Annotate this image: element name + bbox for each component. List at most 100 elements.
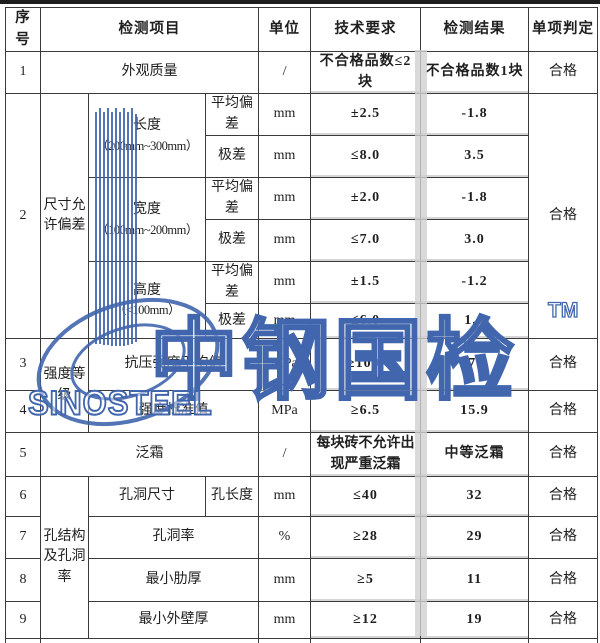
header-requirement: 技术要求 — [310, 7, 422, 52]
result-cell: 3.0 — [420, 219, 530, 262]
table-row: 8 最小肋厚 mm ≥5 11 合格 — [5, 558, 599, 602]
serial-cell: 9 — [5, 601, 41, 639]
table-row: 6 孔结构及孔洞率 孔洞尺寸 孔长度 mm ≤40 32 合格 — [5, 476, 599, 639]
requirement-cell: ≤40 — [310, 476, 422, 517]
item-cell: 长度 （200mm~300mm） — [88, 93, 206, 178]
requirement-cell: ±1.5 — [310, 261, 422, 304]
table-row: 7 孔洞率 % ≥28 29 合格 — [5, 516, 599, 559]
item-name: 高度 — [133, 282, 161, 298]
verdict-cell: 合格 — [528, 338, 599, 391]
serial-cell: 2 — [5, 93, 41, 339]
requirement-cell: ≥5 — [310, 558, 422, 602]
unit-cell: mm — [258, 558, 312, 602]
header-unit: 单位 — [258, 7, 312, 52]
page-top-rule — [0, 0, 600, 4]
item-cell: 外观质量 — [39, 51, 260, 94]
requirement-cell: ≥6.5 — [310, 390, 422, 433]
result-cell: -1.8 — [420, 93, 530, 136]
sub-item-cell: 孔长度 — [204, 476, 260, 517]
header-result: 检测结果 — [420, 7, 530, 52]
header-verdict: 单项判定 — [528, 7, 599, 52]
unit-cell: mm — [258, 177, 312, 220]
table-row-partial — [5, 638, 599, 643]
table-header-row: 序号 检测项目 单位 技术要求 检测结果 单项判定 — [5, 7, 599, 52]
serial-cell: 8 — [5, 558, 41, 602]
scan-artifact-band — [415, 50, 427, 636]
table-row: 9 最小外壁厚 mm ≥12 19 合格 — [5, 601, 599, 639]
sub-item-cell: 极差 — [204, 219, 260, 262]
serial-cell: 7 — [5, 516, 41, 559]
sub-item-cell: 平均偏差 — [204, 93, 260, 136]
result-cell: 不合格品数1块 — [420, 51, 530, 94]
inspection-result-table: 序号 检测项目 单位 技术要求 检测结果 单项判定 1 外观质量 / 不合格品数… — [5, 7, 599, 643]
unit-cell: mm — [258, 93, 312, 136]
table-row: 2 尺寸允许偏差 长度 （200mm~300mm） 平均偏差 mm ±2.5 -… — [5, 93, 599, 339]
verdict-cell: 合格 — [528, 93, 599, 339]
requirement-cell: ≥28 — [310, 516, 422, 559]
sub-item-cell: 极差 — [204, 303, 260, 339]
requirement-cell: ≤6.0 — [310, 303, 422, 339]
requirement-cell: ≤7.0 — [310, 219, 422, 262]
unit-cell: mm — [258, 476, 312, 517]
item-name: 宽度 — [133, 202, 161, 218]
result-cell: 1.0 — [420, 303, 530, 339]
table-row: 高度 （<100mm） 平均偏差 mm ±1.5 -1.2 — [6, 261, 598, 339]
table-row: 5 泛霜 / 每块砖不允许出现严重泛霜 中等泛霜 合格 — [5, 432, 599, 477]
verdict-cell: 合格 — [528, 51, 599, 94]
item-cell: 最小外壁厚 — [87, 601, 260, 639]
result-cell: 3.5 — [420, 135, 530, 178]
item-cell: 最小肋厚 — [87, 558, 260, 602]
verdict-cell: 合格 — [528, 601, 599, 639]
item-range: （200mm~300mm） — [96, 138, 198, 153]
item-cell: 抗压强度平均值 — [87, 338, 260, 391]
table-row: 极差 mm ≤7.0 3.0 — [6, 219, 598, 262]
table-row: 3 强度等级 抗压强度平均值 MPa ≥10.0 17.0 合格 — [5, 338, 599, 433]
unit-cell: / — [258, 432, 312, 477]
verdict-cell: 合格 — [528, 476, 599, 517]
header-item: 检测项目 — [39, 7, 260, 52]
item-range: （<100mm） — [113, 303, 181, 318]
item-cell: 强度标准值 — [87, 390, 260, 433]
sub-item-cell: 极差 — [204, 135, 260, 178]
result-cell: 中等泛霜 — [420, 432, 530, 477]
unit-cell: mm — [258, 601, 312, 639]
result-cell: -1.8 — [420, 177, 530, 220]
unit-cell: mm — [258, 303, 312, 339]
unit-cell: MPa — [258, 338, 312, 391]
unit-cell: mm — [258, 261, 312, 304]
table-row: 宽度 （100mm~200mm） 平均偏差 mm ±2.0 -1.8 — [6, 177, 598, 262]
requirement-cell: ≤8.0 — [310, 135, 422, 178]
verdict-cell: 合格 — [528, 390, 599, 433]
result-cell: 11 — [420, 558, 530, 602]
result-cell: 29 — [420, 516, 530, 559]
result-cell: 17.0 — [420, 338, 530, 391]
verdict-cell: 合格 — [528, 558, 599, 602]
requirement-cell: 不合格品数≤2块 — [310, 51, 422, 94]
serial-cell: 4 — [5, 390, 41, 433]
group-cell-holes: 孔结构及孔洞率 — [40, 476, 89, 639]
item-cell: 孔洞尺寸 — [88, 476, 206, 517]
result-cell: -1.2 — [420, 261, 530, 304]
group-cell-strength: 强度等级 — [40, 338, 89, 433]
table-row: 1 外观质量 / 不合格品数≤2块 不合格品数1块 合格 — [5, 51, 599, 94]
item-cell: 孔洞率 — [87, 516, 260, 559]
item-range: （100mm~200mm） — [96, 222, 198, 237]
serial-cell: 1 — [5, 51, 41, 94]
item-cell: 泛霜 — [39, 432, 260, 477]
result-cell: 15.9 — [420, 390, 530, 433]
unit-cell: % — [258, 516, 312, 559]
header-serial: 序号 — [5, 7, 41, 52]
requirement-cell: ±2.5 — [310, 93, 422, 136]
requirement-cell: ±2.0 — [310, 177, 422, 220]
table-row: 4 强度标准值 MPa ≥6.5 15.9 合格 — [5, 390, 599, 433]
requirement-cell: ≥10.0 — [310, 338, 422, 391]
group-cell-dimension: 尺寸允许偏差 — [40, 93, 89, 339]
item-name: 长度 — [133, 118, 161, 134]
verdict-cell: 合格 — [528, 432, 599, 477]
sub-item-cell: 平均偏差 — [204, 177, 260, 220]
unit-cell: MPa — [258, 390, 312, 433]
item-cell: 宽度 （100mm~200mm） — [88, 177, 206, 262]
serial-cell: 6 — [5, 476, 41, 517]
serial-cell: 5 — [5, 432, 41, 477]
